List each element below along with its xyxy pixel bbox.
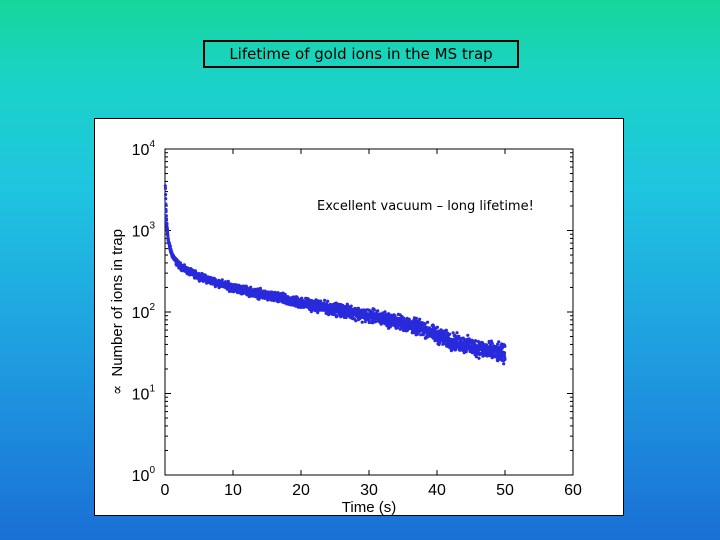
data-point [497, 340, 501, 344]
plot-frame: 0 10 20 30 40 50 60 100 101 102 103 104 Time (s) ∝… [94, 118, 624, 516]
data-point [464, 350, 468, 354]
data-point [169, 247, 173, 252]
data-point [451, 331, 455, 335]
data-point [319, 299, 323, 303]
x-tick-label: 60 [564, 482, 582, 499]
data-point [164, 202, 168, 206]
data-point [164, 218, 169, 222]
data-point [356, 306, 361, 310]
y-axis-label-text: Number of ions in trap [109, 229, 126, 377]
data-point [349, 304, 353, 308]
x-tick-label: 10 [224, 482, 242, 499]
data-point [490, 341, 494, 345]
data-point [503, 344, 507, 348]
data-point [503, 357, 507, 361]
data-point [164, 209, 168, 214]
x-tick-label: 20 [292, 482, 310, 499]
data-point [500, 345, 505, 349]
data-point [448, 332, 452, 336]
x-tick-label: 40 [428, 482, 446, 499]
y-tick-label: 100 [132, 465, 156, 485]
data-point [367, 318, 371, 322]
y-tick-label: 102 [132, 302, 156, 322]
data-point [376, 309, 380, 313]
scatter-chart: 0 10 20 30 40 50 60 100 101 102 103 104 Time (s) ∝… [108, 139, 582, 516]
data-points [163, 184, 507, 366]
data-point [316, 311, 320, 315]
data-point [323, 298, 327, 302]
data-point [393, 314, 397, 318]
slide-title: Lifetime of gold ions in the MS trap [203, 40, 519, 68]
data-point [360, 320, 364, 324]
y-axis-proportional-symbol: ∝ [108, 385, 126, 395]
data-point [383, 310, 387, 314]
data-point [163, 186, 168, 190]
data-point [164, 193, 168, 197]
x-tick-label: 50 [496, 482, 514, 499]
data-point [168, 244, 172, 248]
data-point [283, 292, 287, 296]
data-point [414, 316, 418, 320]
data-point [466, 333, 470, 337]
y-tick-label: 103 [132, 221, 156, 241]
data-point [418, 317, 422, 321]
data-point [474, 355, 478, 359]
tick-marks [164, 149, 574, 476]
data-point [455, 331, 459, 335]
data-point [367, 320, 371, 325]
data-point [477, 356, 481, 360]
data-point [326, 299, 330, 303]
data-point [473, 339, 478, 343]
data-point [164, 197, 168, 201]
y-tick-labels: 100 101 102 103 104 [132, 139, 156, 485]
y-axis-label: ∝ Number of ions in trap [108, 229, 126, 395]
x-tick-label: 30 [360, 482, 378, 499]
data-point [457, 334, 461, 338]
x-tick-label: 0 [161, 482, 170, 499]
chart-annotation: Excellent vacuum – long lifetime! [317, 199, 534, 214]
data-point [401, 328, 406, 333]
data-point [372, 307, 376, 312]
data-point [163, 184, 167, 188]
data-point [444, 328, 448, 332]
data-point [415, 332, 419, 336]
data-point [454, 348, 458, 352]
data-point [423, 322, 427, 326]
data-point [220, 278, 224, 282]
y-tick-label: 104 [132, 139, 156, 159]
data-point [335, 314, 339, 318]
data-point [502, 362, 506, 366]
data-point [502, 351, 507, 355]
data-point [373, 320, 378, 324]
data-point [164, 214, 168, 218]
data-point [402, 316, 406, 320]
data-point [426, 320, 430, 324]
data-point [165, 222, 169, 226]
data-point [371, 311, 375, 315]
x-axis-label: Time (s) [342, 499, 396, 515]
data-point [435, 325, 439, 329]
data-point [166, 237, 170, 241]
data-point [354, 319, 358, 323]
data-point [485, 354, 489, 358]
y-tick-label: 101 [132, 384, 156, 404]
x-tick-labels: 0 10 20 30 40 50 60 [161, 482, 582, 499]
